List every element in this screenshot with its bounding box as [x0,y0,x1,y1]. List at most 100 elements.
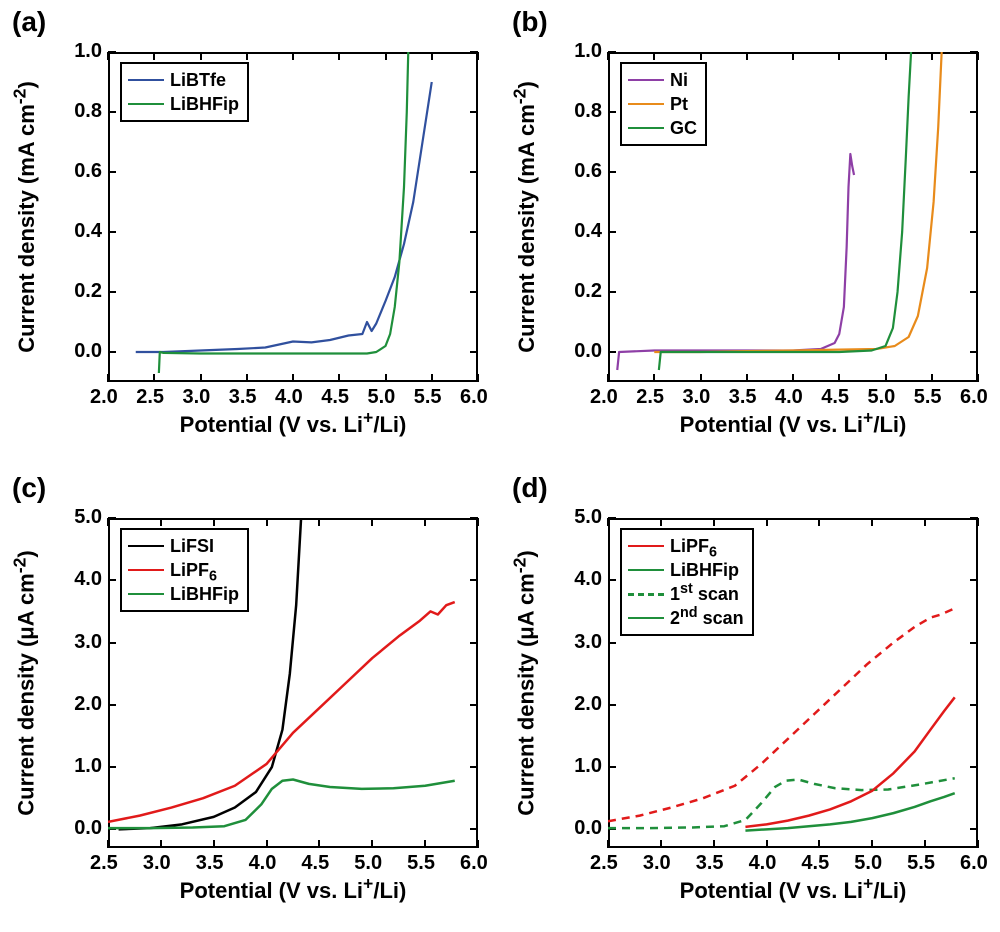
legend-label: Ni [670,70,688,91]
xlabel: Potential (V vs. Li+/Li) [108,878,478,904]
xtick-label: 2.5 [590,852,618,875]
panel-d: (d)2.53.03.54.04.55.05.56.00.01.02.03.04… [500,466,1000,932]
legend-item: GC [628,116,697,140]
series-LiPF6 [108,602,455,822]
legend-label: 1st scan [670,584,739,605]
ylabel: Current density (μA cm-2) [14,550,40,815]
ytick-label: 0.6 [574,160,602,183]
legend-item: LiPF6 [128,558,239,582]
legend-label: LiBHFip [670,560,739,581]
xtick-label: 5.5 [407,852,435,875]
legend-swatch [628,103,664,106]
ytick-label: 0.2 [74,280,102,303]
xtick-label: 5.5 [414,386,442,409]
xtick-label: 2.0 [90,386,118,409]
legend-label: LiPF6 [170,560,217,581]
xtick-label: 2.5 [136,386,164,409]
xtick-label: 5.5 [914,386,942,409]
xtick-label: 3.5 [229,386,257,409]
series-LiBTfe [136,82,432,352]
legend: LiPF6LiBHFip1st scan2nd scan [620,528,754,636]
xtick-label: 3.5 [196,852,224,875]
panel-label: (b) [512,6,548,38]
ytick-label: 5.0 [74,506,102,529]
legend-swatch [628,545,664,548]
legend-item: LiBHFip [128,92,239,116]
legend-swatch [128,79,164,82]
series-LiBHFip-2nd [745,793,954,830]
xtick-label: 5.0 [854,852,882,875]
xtick-label: 2.5 [90,852,118,875]
ylabel: Current density (mA cm-2) [514,81,540,353]
xtick-label: 6.0 [960,386,988,409]
xtick-label: 4.5 [301,852,329,875]
ytick-label: 5.0 [574,506,602,529]
legend-swatch [628,569,664,572]
legend-item: 2nd scan [628,606,744,630]
panel-label: (c) [12,472,46,504]
legend-label: LiFSI [170,536,214,557]
legend-item: 1st scan [628,582,744,606]
legend-swatch [128,593,164,596]
legend: Ni Pt GC [620,62,707,146]
series-LiPF6-2nd [745,697,954,827]
legend-swatch [128,103,164,106]
xlabel: Potential (V vs. Li+/Li) [108,412,478,438]
xtick-label: 2.0 [590,386,618,409]
xtick-label: 5.5 [907,852,935,875]
legend-item: LiBTfe [128,68,239,92]
xtick-label: 5.0 [354,852,382,875]
xtick-label: 6.0 [960,852,988,875]
figure-grid: (a)2.02.53.03.54.04.55.05.56.00.00.20.40… [0,0,1000,932]
xtick-label: 2.5 [636,386,664,409]
panel-a: (a)2.02.53.03.54.04.55.05.56.00.00.20.40… [0,0,500,466]
ytick-label: 0.6 [74,160,102,183]
xtick-label: 5.0 [368,386,396,409]
legend-item: LiBHFip [128,582,239,606]
series-LiPF6-1st [608,608,955,821]
legend-label: 2nd scan [670,608,744,629]
xtick-label: 6.0 [460,386,488,409]
ytick-label: 1.0 [74,40,102,63]
ylabel: Current density (mA cm-2) [14,81,40,353]
legend-item: LiBHFip [628,558,744,582]
legend-label: LiBTfe [170,70,226,91]
ytick-label: 3.0 [574,631,602,654]
xtick-label: 3.0 [143,852,171,875]
xtick-label: 5.0 [868,386,896,409]
legend: LiFSI LiPF6 LiBHFip [120,528,249,612]
ytick-label: 0.4 [74,220,102,243]
xtick-label: 4.5 [821,386,849,409]
ytick-label: 1.0 [74,755,102,778]
legend-swatch [628,127,664,130]
ytick-label: 0.0 [74,817,102,840]
legend-swatch [128,569,164,572]
ytick-label: 3.0 [74,631,102,654]
xtick-label: 3.0 [643,852,671,875]
xtick-label: 3.0 [683,386,711,409]
legend-label: GC [670,118,697,139]
ylabel: Current density (μA cm-2) [514,550,540,815]
xtick-label: 3.0 [183,386,211,409]
legend-item: LiFSI [128,534,239,558]
xtick-label: 4.0 [249,852,277,875]
legend-label: Pt [670,94,688,115]
ytick-label: 1.0 [574,40,602,63]
panel-c: (c)2.53.03.54.04.55.05.56.00.01.02.03.04… [0,466,500,932]
legend-item: Pt [628,92,697,116]
xtick-label: 3.5 [729,386,757,409]
ytick-label: 4.0 [574,568,602,591]
legend-swatch [628,79,664,82]
legend-label: LiBHFip [170,94,239,115]
ytick-label: 0.2 [574,280,602,303]
xtick-label: 3.5 [696,852,724,875]
ytick-label: 0.0 [574,340,602,363]
ytick-label: 2.0 [574,693,602,716]
xtick-label: 4.0 [275,386,303,409]
legend-swatch [128,545,164,548]
ytick-label: 0.0 [574,817,602,840]
ytick-label: 0.8 [74,100,102,123]
legend-label: LiBHFip [170,584,239,605]
panel-b: (b)2.02.53.03.54.04.55.05.56.00.00.20.40… [500,0,1000,466]
legend-swatch [628,617,664,620]
